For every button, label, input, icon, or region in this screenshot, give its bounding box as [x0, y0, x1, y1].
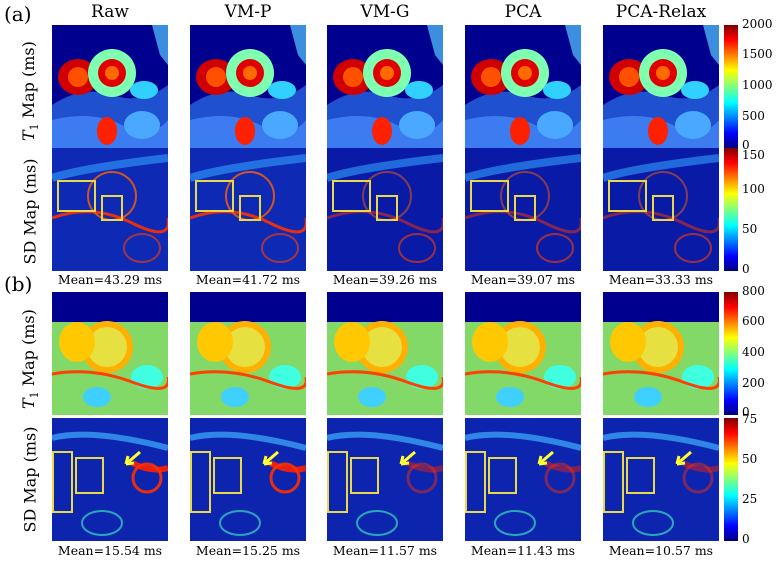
tick-label: 2000 — [742, 17, 773, 31]
tick-label: 600 — [742, 314, 765, 328]
tick-label: 400 — [742, 345, 765, 359]
tick-label: 0 — [742, 405, 750, 419]
colorbar-sd-a — [724, 148, 738, 271]
image-t1-map-a-pca-relax — [603, 25, 719, 148]
image-sd-map-a-pca-relax — [603, 148, 719, 271]
image-sd-map-b-pca — [465, 418, 581, 541]
panel-label-a: (a) — [4, 2, 32, 26]
panel-label-b: (b) — [4, 272, 33, 296]
image-sd-map-b-vm-p — [190, 418, 306, 541]
tick-label: 50 — [742, 452, 758, 466]
mean-label-a-raw: Mean=43.29 ms — [57, 272, 163, 287]
mean-label-b-pca-relax: Mean=10.57 ms — [608, 543, 714, 558]
image-t1-map-a-vm-g — [327, 25, 443, 148]
column-title-pca: PCA — [504, 2, 542, 22]
mean-label-b-raw: Mean=15.54 ms — [57, 543, 163, 558]
image-t1-map-b-raw — [52, 292, 168, 415]
colorbar-ticks-t1-b: 800 600 400 200 0 — [742, 284, 778, 419]
mean-label-a-vm-g: Mean=39.26 ms — [332, 272, 438, 287]
colorbar-ticks-t1-a: 2000 1500 1000 500 0 — [742, 17, 778, 152]
mean-label-a-pca-relax: Mean=33.33 ms — [608, 272, 714, 287]
row-label-t1-map-b: T1 Map (ms) — [18, 309, 42, 410]
image-sd-map-a-pca — [465, 148, 581, 271]
column-title-raw: Raw — [91, 2, 129, 22]
mean-label-a-pca: Mean=39.07 ms — [470, 272, 576, 287]
row-label-sd-map-a: SD Map (ms) — [20, 158, 40, 265]
mean-label-b-pca: Mean=11.43 ms — [470, 543, 576, 558]
image-sd-map-a-raw — [52, 148, 168, 271]
colorbar-ticks-sd-b: 75 50 25 0 — [742, 412, 778, 546]
tick-label: 800 — [742, 284, 765, 298]
column-title-vm-g: VM-G — [360, 2, 410, 22]
image-t1-map-a-raw — [52, 25, 168, 148]
image-t1-map-b-vm-p — [190, 292, 306, 415]
tick-label: 200 — [742, 376, 765, 390]
colorbar-ticks-sd-a: 150 100 50 0 — [742, 148, 778, 276]
image-t1-map-a-vm-p — [190, 25, 306, 148]
image-sd-map-a-vm-p — [190, 148, 306, 271]
tick-label: 500 — [742, 109, 765, 123]
image-t1-map-a-pca — [465, 25, 581, 148]
colorbar-t1-b — [724, 292, 738, 415]
tick-label: 1500 — [742, 47, 773, 61]
tick-label: 50 — [742, 222, 758, 236]
image-sd-map-b-raw — [52, 418, 168, 541]
tick-label: 1000 — [742, 78, 773, 92]
row-label-sd-map-b: SD Map (ms) — [20, 426, 40, 533]
mean-label-a-vm-p: Mean=41.72 ms — [195, 272, 301, 287]
tick-label: 100 — [742, 182, 765, 196]
tick-label: 25 — [742, 492, 758, 506]
tick-label: 75 — [742, 412, 758, 426]
image-sd-map-b-vm-g — [327, 418, 443, 541]
mean-label-b-vm-g: Mean=11.57 ms — [332, 543, 438, 558]
image-sd-map-a-vm-g — [327, 148, 443, 271]
tick-label: 0 — [742, 138, 750, 152]
colorbar-sd-b — [724, 418, 738, 541]
tick-label: 0 — [742, 262, 750, 276]
image-t1-map-b-pca-relax — [603, 292, 719, 415]
tick-label: 0 — [742, 532, 750, 546]
column-title-pca-relax: PCA-Relax — [615, 2, 707, 22]
colorbar-t1-a — [724, 25, 738, 148]
row-label-t1-map-a: T1 Map (ms) — [18, 41, 42, 142]
image-sd-map-b-pca-relax — [603, 418, 719, 541]
mean-label-b-vm-p: Mean=15.25 ms — [195, 543, 301, 558]
column-title-vm-p: VM-P — [224, 2, 272, 22]
tick-label: 150 — [742, 148, 765, 162]
image-t1-map-b-vm-g — [327, 292, 443, 415]
image-t1-map-b-pca — [465, 292, 581, 415]
